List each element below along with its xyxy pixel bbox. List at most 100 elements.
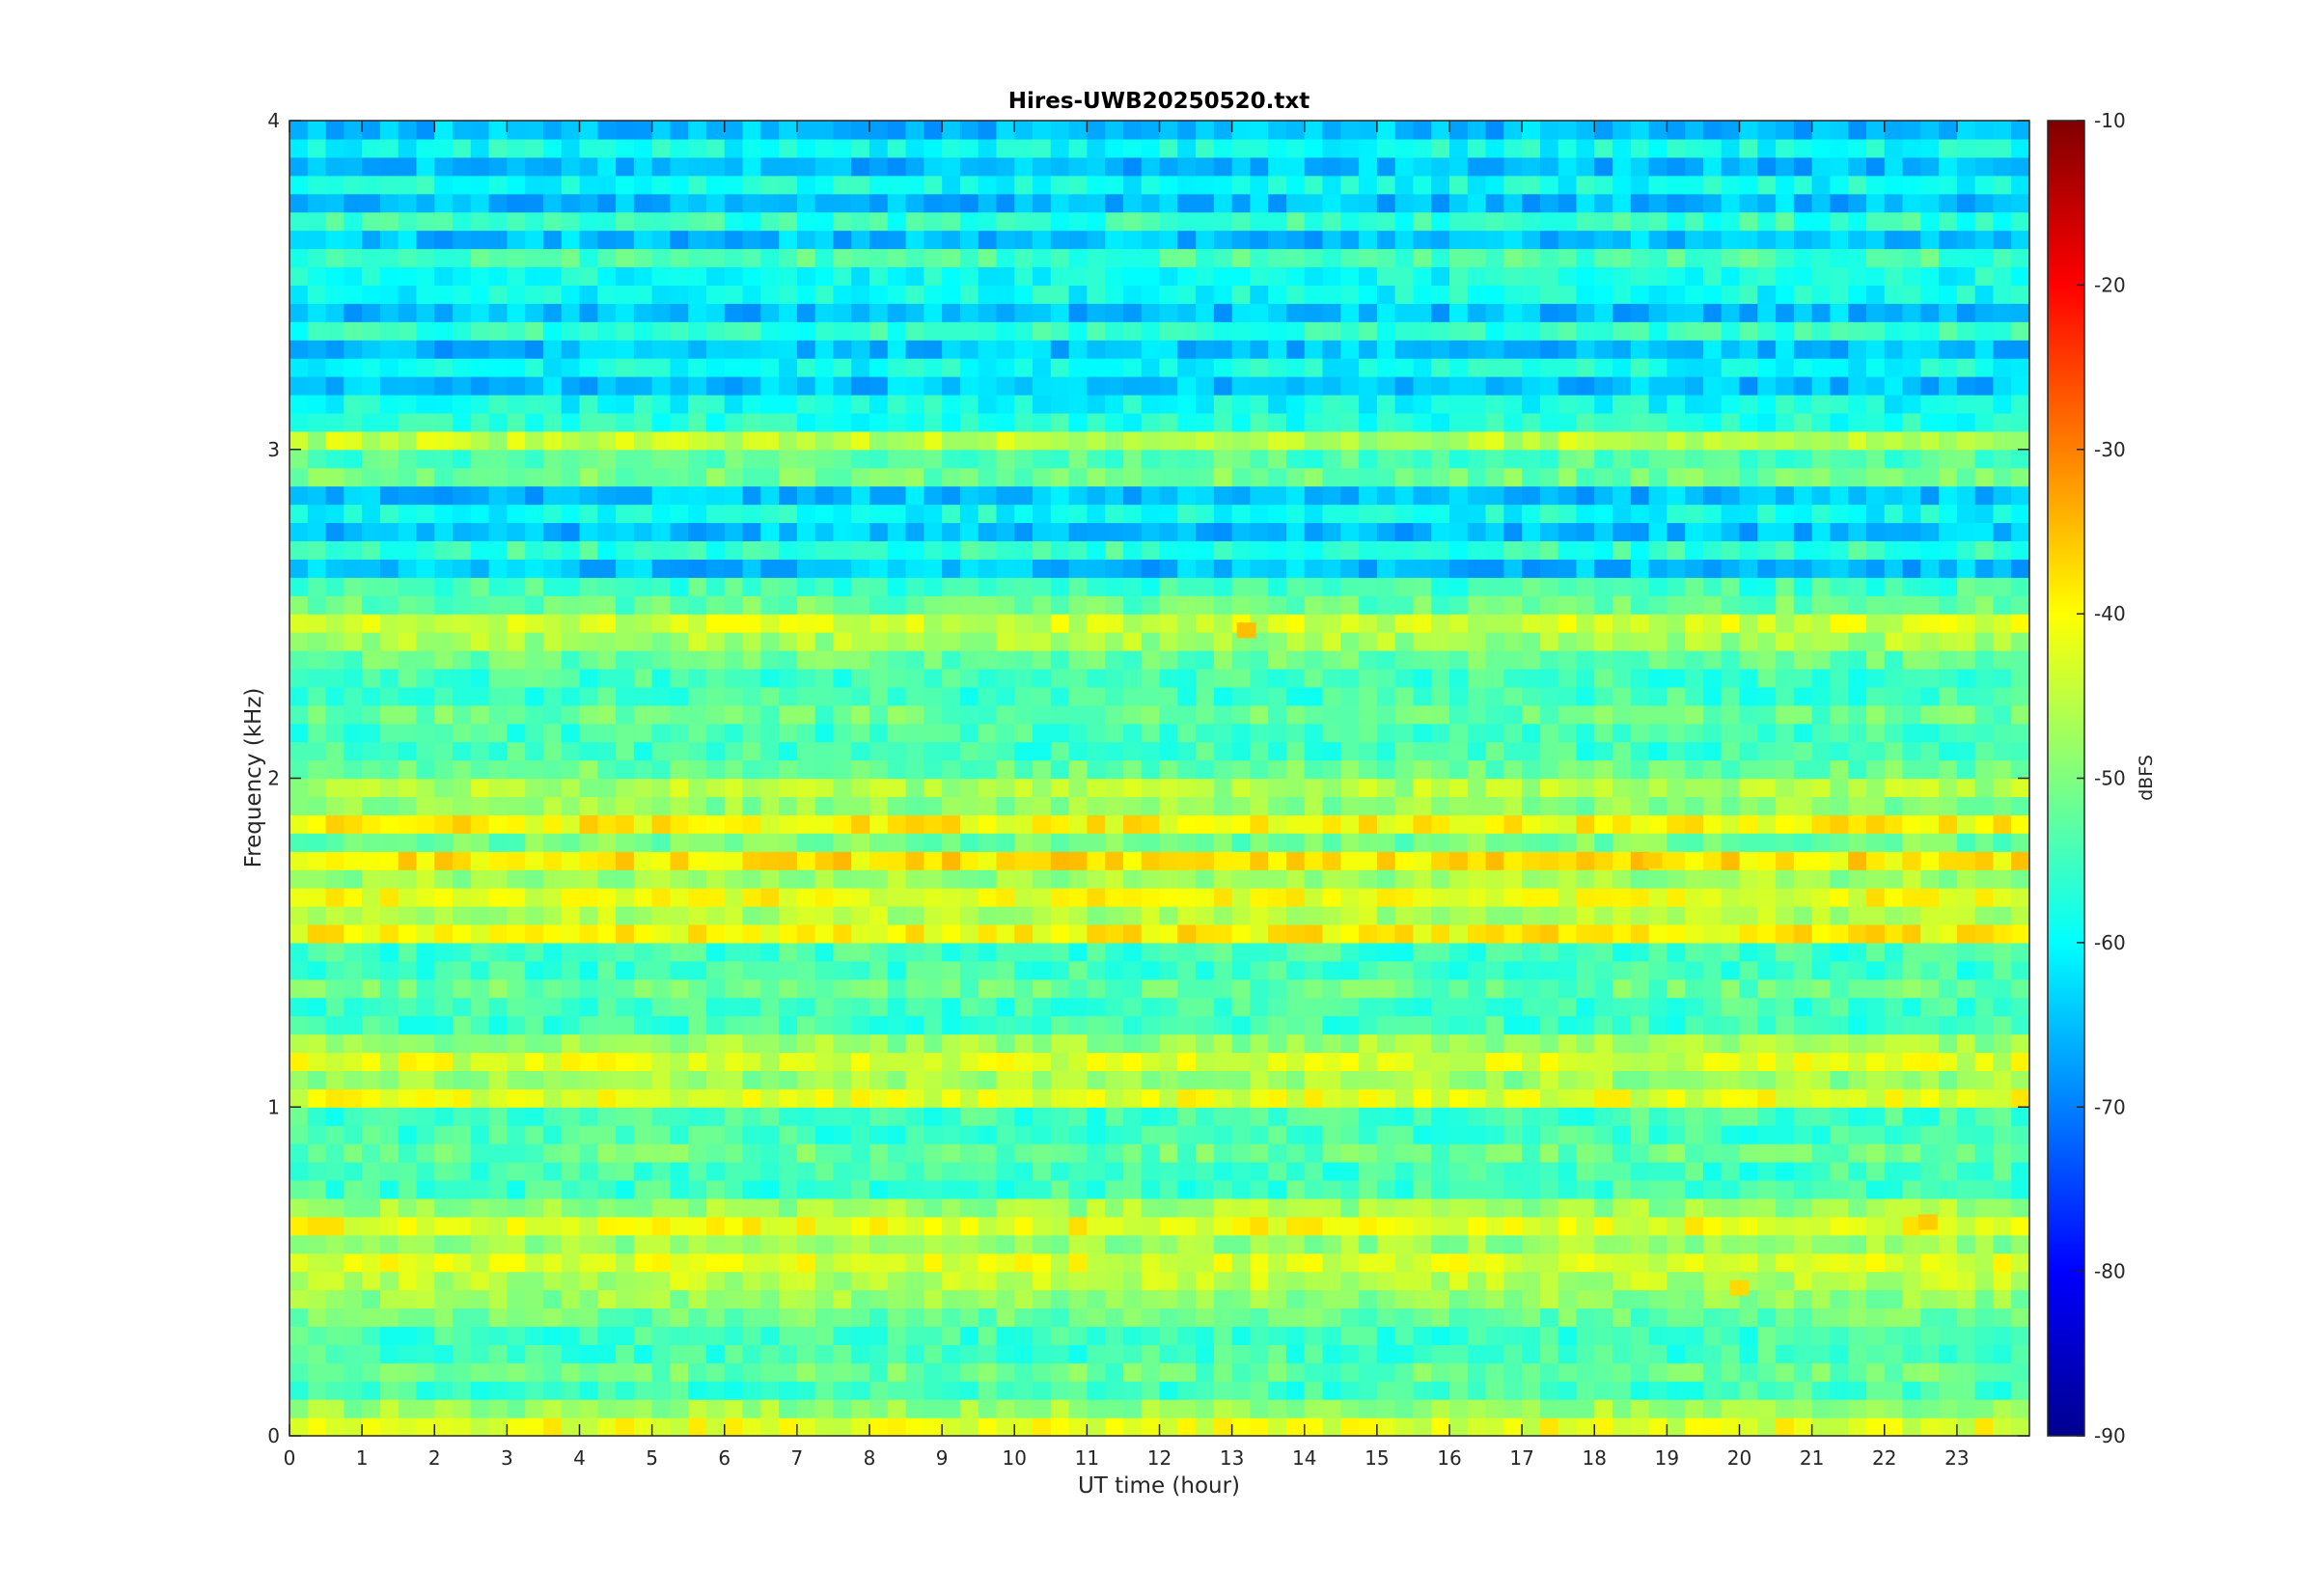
heatmap-cell (1974, 796, 1995, 815)
heatmap-cell (1830, 1344, 1849, 1363)
heatmap-cell (1939, 595, 1958, 615)
heatmap-cell (379, 778, 400, 798)
heatmap-cell (1739, 649, 1758, 670)
heatmap-cell (705, 504, 726, 524)
heatmap-cell (434, 759, 454, 780)
heatmap-cell (869, 1344, 889, 1363)
heatmap-cell (616, 942, 635, 962)
heatmap-cell (1122, 741, 1143, 761)
heatmap-cell (779, 649, 798, 670)
heatmap-cell (1359, 1271, 1378, 1291)
heatmap-cell (1359, 1125, 1378, 1144)
heatmap-cell (1884, 741, 1904, 761)
heatmap-cell (1431, 632, 1450, 651)
heatmap-cell (1974, 1197, 1995, 1218)
heatmap-cell (1939, 1381, 1958, 1400)
heatmap-cell (1159, 559, 1178, 578)
heatmap-cell (1522, 1216, 1541, 1236)
heatmap-cell (1776, 814, 1795, 834)
heatmap-cell (398, 1179, 418, 1199)
heatmap-cell (1811, 1015, 1832, 1035)
heatmap-cell (1920, 978, 1940, 999)
heatmap-cell (1539, 522, 1559, 541)
heatmap-cell (1376, 759, 1396, 780)
heatmap-cell (1050, 978, 1070, 999)
heatmap-cell (1667, 649, 1686, 670)
heatmap-cell (1141, 978, 1161, 999)
heatmap-cell (1539, 759, 1559, 780)
heatmap-cell (1613, 485, 1632, 506)
heatmap-cell (542, 632, 563, 651)
heatmap-cell (796, 1289, 816, 1309)
heatmap-cell (887, 649, 907, 670)
heatmap-cell (1848, 778, 1867, 798)
heatmap-cell (1304, 1234, 1324, 1254)
heatmap-cell (670, 1252, 689, 1273)
heatmap-cell (1522, 1033, 1541, 1054)
heatmap-cell (1811, 504, 1832, 524)
heatmap-cell (2011, 978, 2029, 999)
heatmap-cell (616, 595, 635, 615)
heatmap-cell (1304, 923, 1324, 944)
heatmap-cell (344, 1271, 363, 1291)
heatmap-cell (1630, 1326, 1650, 1345)
heatmap-cell (796, 1088, 816, 1108)
heatmap-cell (978, 1143, 998, 1163)
heatmap-cell (1340, 577, 1360, 596)
heatmap-cell (796, 595, 816, 615)
heatmap-cell (1902, 686, 1921, 706)
heatmap-cell (525, 1125, 544, 1144)
heatmap-cell (362, 1179, 381, 1199)
heatmap-cell (760, 1088, 780, 1108)
heatmap-cell (1250, 595, 1269, 615)
heatmap-cell (1250, 704, 1269, 725)
heatmap-cell (1522, 759, 1541, 780)
heatmap-cell (307, 1344, 327, 1363)
heatmap-cell (869, 1070, 889, 1089)
heatmap-cell (597, 978, 617, 999)
heatmap-cell (1613, 1307, 1632, 1328)
heatmap-cell (1793, 1033, 1813, 1054)
heatmap-cell (1322, 796, 1341, 815)
heatmap-cell (1304, 1326, 1324, 1345)
heatmap-cell (470, 522, 490, 541)
heatmap-cell (290, 942, 309, 962)
heatmap-cell (597, 923, 617, 944)
heatmap-cell (1594, 869, 1613, 889)
heatmap-cell (670, 1271, 689, 1291)
heatmap-cell (1776, 540, 1795, 560)
heatmap-cell (1776, 960, 1795, 980)
heatmap-cell (579, 1107, 598, 1126)
heatmap-cell (1993, 649, 2012, 670)
heatmap-cell (362, 1052, 381, 1071)
heatmap-cell (507, 833, 526, 852)
heatmap-cell (1685, 1015, 1704, 1035)
heatmap-cell (1196, 997, 1215, 1017)
heatmap-cell (1159, 540, 1178, 560)
heatmap-cell (1268, 888, 1287, 907)
heatmap-cell (1739, 614, 1758, 633)
heatmap-cell (1376, 614, 1396, 633)
heatmap-cell (579, 1326, 598, 1345)
heatmap-cell (1576, 668, 1595, 688)
heatmap-cell (633, 1052, 653, 1071)
heatmap-cell (1739, 559, 1758, 578)
heatmap-cell (470, 741, 490, 761)
heatmap-cell (887, 1052, 907, 1071)
heatmap-cell (1213, 741, 1233, 761)
heatmap-cell (1250, 485, 1269, 506)
heatmap-cell (959, 1417, 979, 1436)
heatmap-cell (1033, 1125, 1052, 1144)
heatmap-cell (2011, 540, 2029, 560)
heatmap-cell (307, 759, 327, 780)
heatmap-cell (1558, 741, 1578, 761)
heatmap-cell (905, 923, 924, 944)
heatmap-cell (1213, 1362, 1233, 1382)
heatmap-cell (1213, 686, 1233, 706)
heatmap-cell (742, 668, 761, 688)
heatmap-cell (1431, 504, 1450, 524)
heatmap-cell (1993, 1107, 2012, 1126)
heatmap-cell (851, 1399, 870, 1418)
heatmap-cell (1702, 649, 1723, 670)
heatmap-cell (1702, 1197, 1723, 1218)
